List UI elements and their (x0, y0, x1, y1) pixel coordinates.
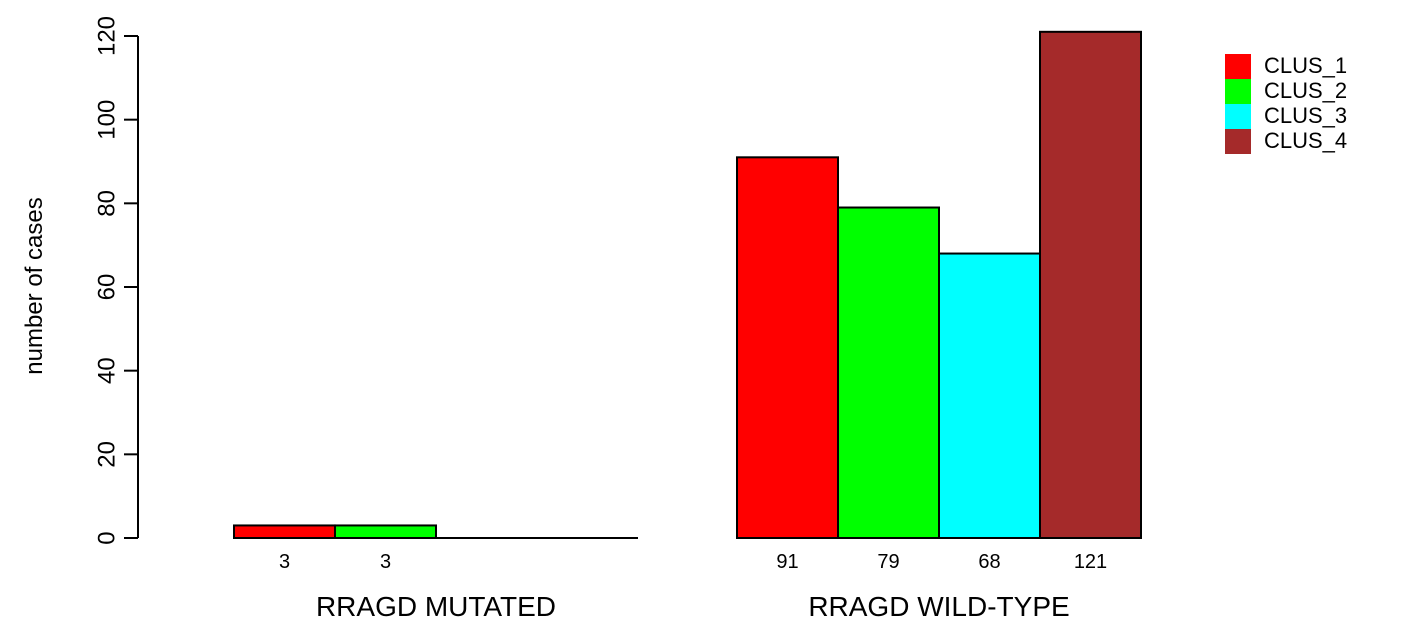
y-axis-ticks: 0 20 40 60 80 100 120 (93, 16, 138, 545)
bar (1039, 30, 1142, 539)
y-tick-label: 60 (93, 274, 120, 301)
bar-value-label: 68 (978, 551, 1000, 573)
y-tick-label: 80 (93, 190, 120, 217)
y-tick-label: 40 (93, 357, 120, 384)
legend-swatch (1225, 79, 1251, 104)
bar (334, 524, 437, 540)
legend-label: CLUS_2 (1264, 78, 1347, 103)
y-tick-label: 100 (93, 100, 120, 140)
y-tick-label: 0 (93, 531, 120, 544)
bar (736, 156, 839, 539)
bar (233, 524, 336, 540)
legend-label: CLUS_1 (1264, 53, 1347, 78)
legend-swatch (1225, 129, 1251, 154)
legend-label: CLUS_4 (1264, 128, 1347, 153)
bar (837, 206, 940, 539)
legend-swatch (1225, 54, 1251, 79)
bar-value-label: 79 (877, 551, 899, 573)
y-axis-label: number of cases (21, 197, 48, 374)
bar-value-label: 91 (776, 551, 798, 573)
bar-value-label: 3 (279, 551, 290, 573)
legend-label: CLUS_3 (1264, 103, 1347, 128)
group-label: RRAGD MUTATED (316, 591, 556, 621)
bar (938, 252, 1041, 540)
y-tick-label: 20 (93, 441, 120, 468)
group-label: RRAGD WILD-TYPE (808, 591, 1069, 621)
y-tick-label: 120 (93, 16, 120, 56)
bar-value-label: 3 (380, 551, 391, 573)
legend-swatch (1225, 104, 1251, 129)
bar-value-label: 121 (1074, 551, 1107, 573)
